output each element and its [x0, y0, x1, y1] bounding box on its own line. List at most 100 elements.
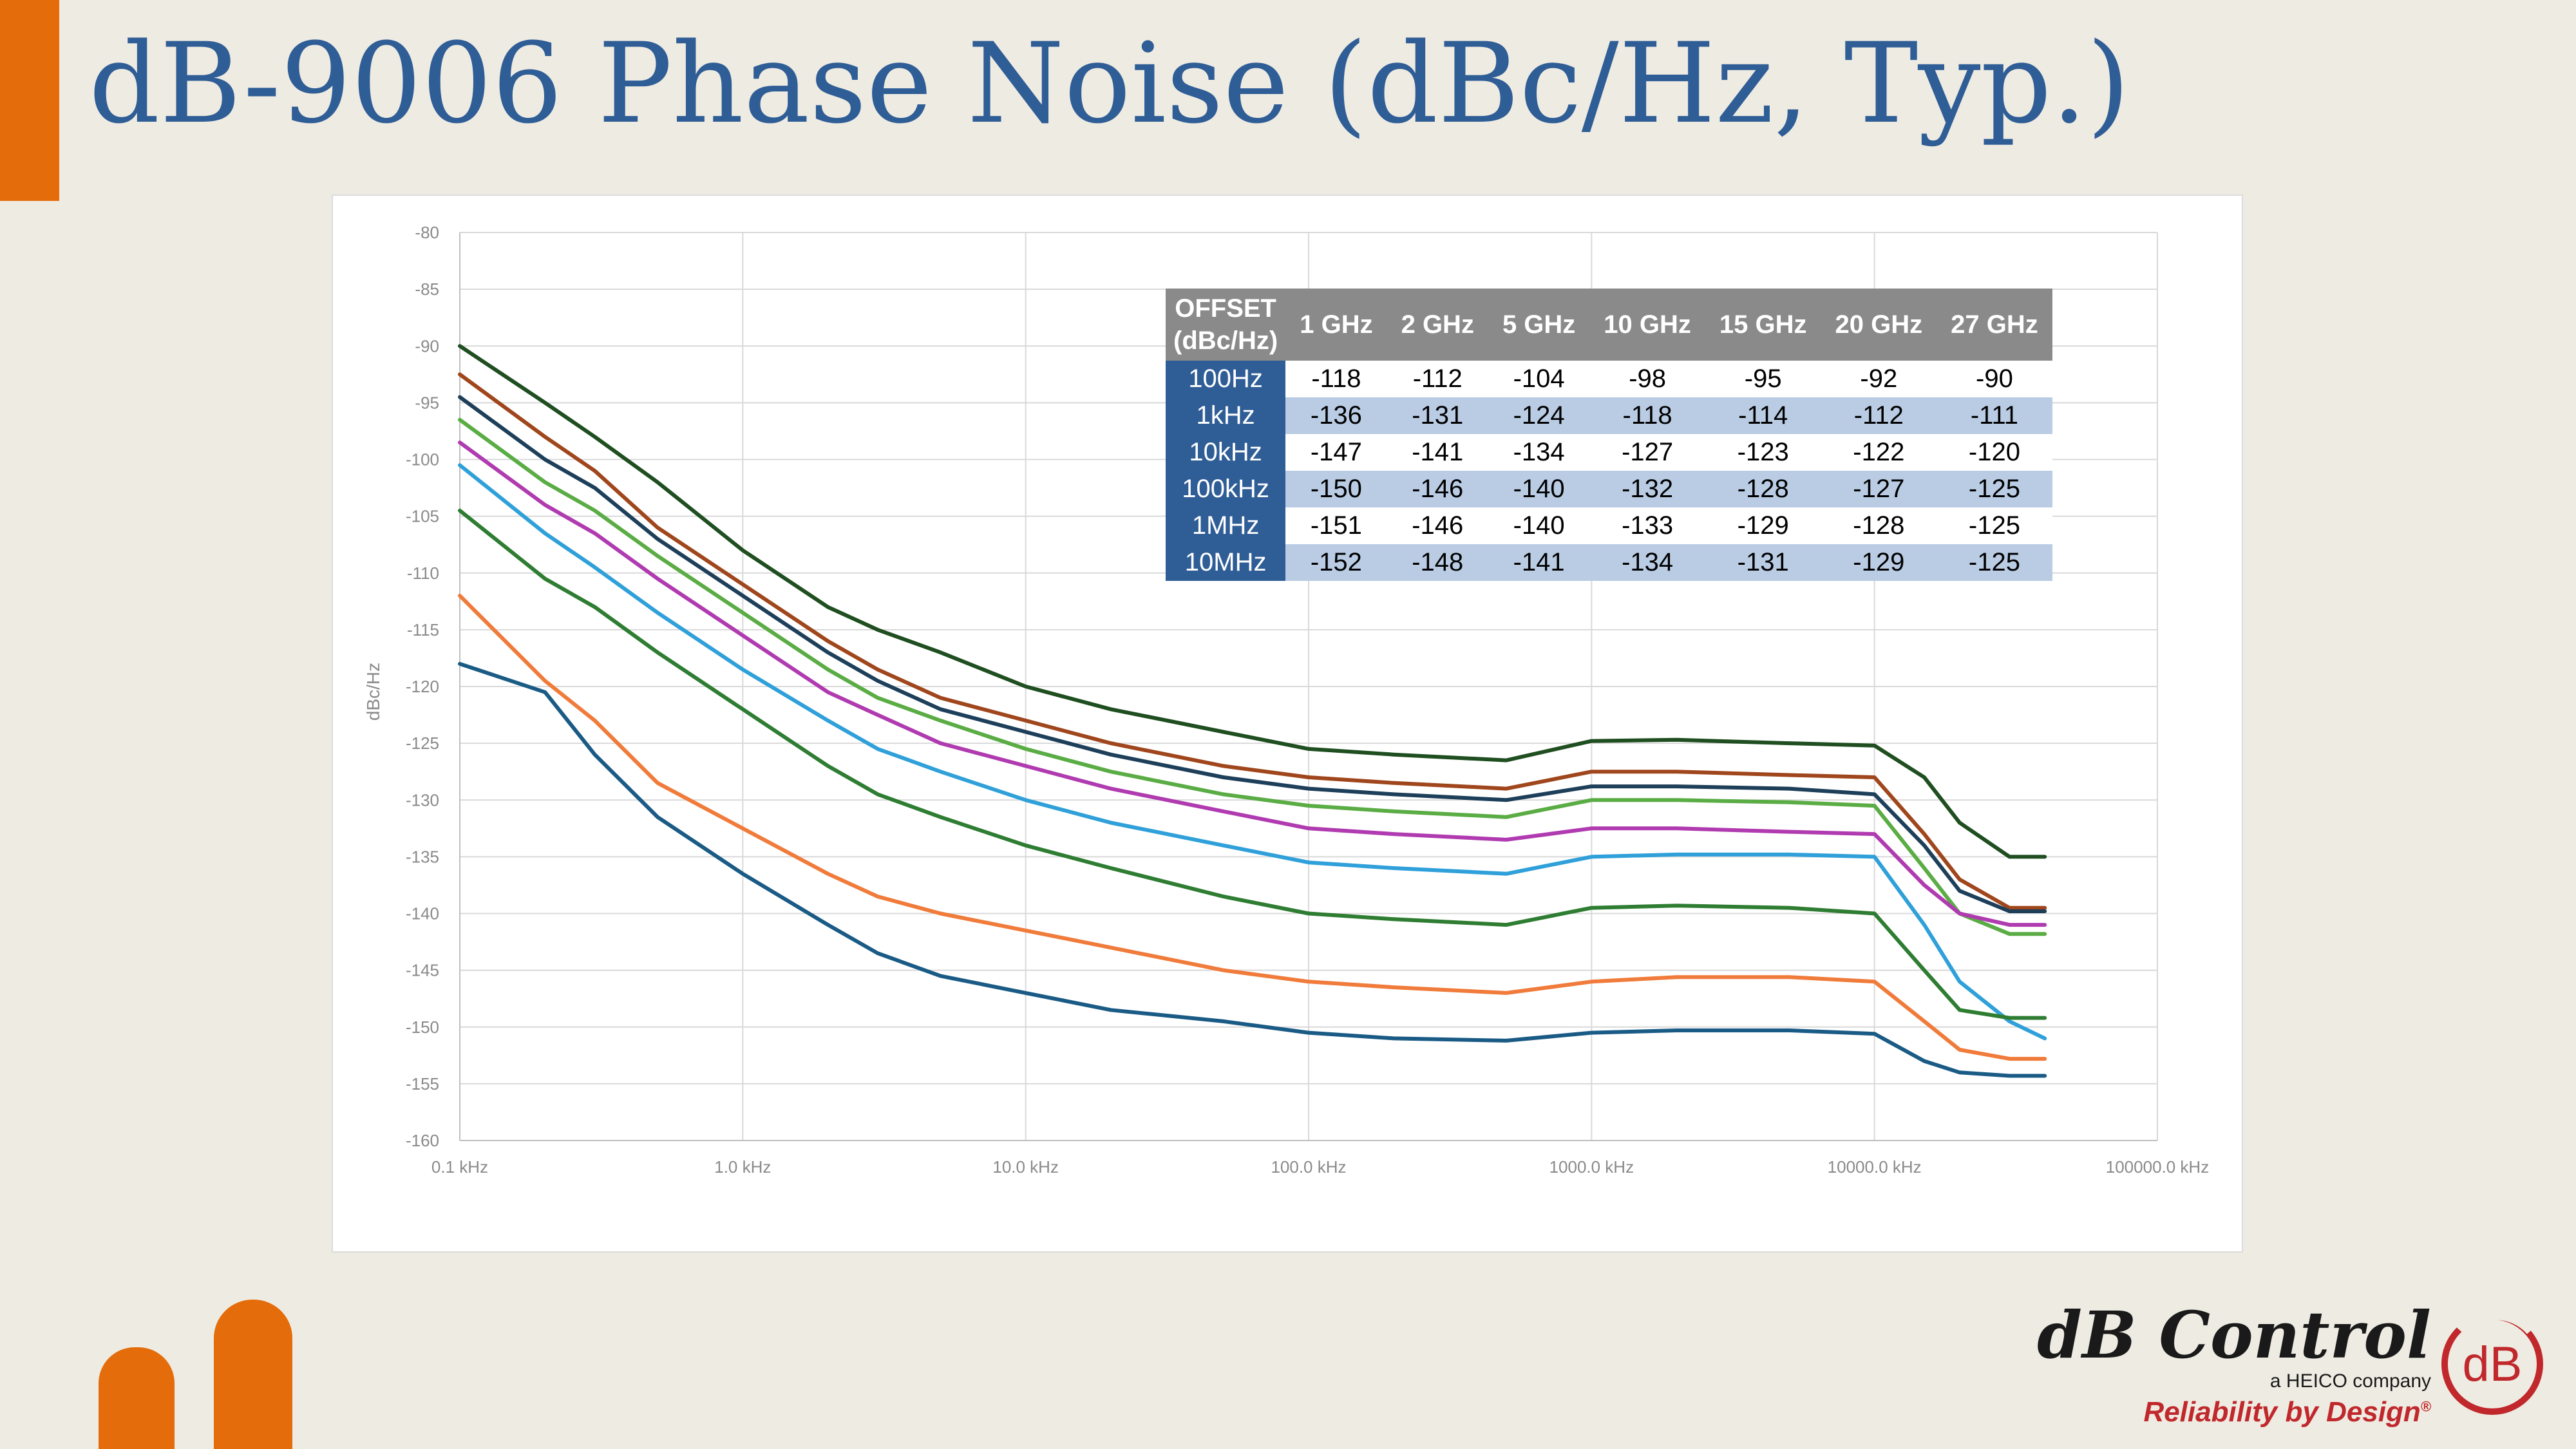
series-line — [458, 463, 2047, 1041]
table-cell: -112 — [1387, 361, 1488, 397]
decorative-shape — [99, 1347, 175, 1449]
table-cell: -125 — [1937, 471, 2052, 507]
table-cell: -123 — [1705, 434, 1821, 471]
company-logo: dB Control a HEICO company Reliability b… — [2037, 1300, 2563, 1441]
table-cell: -120 — [1937, 434, 2052, 471]
table-cell: -112 — [1821, 397, 1937, 434]
phase-noise-table: OFFSET (dBc/Hz) 1 GHz 2 GHz 5 GHz 10 GHz… — [1166, 289, 2052, 581]
table-cell-offset: 1kHz — [1166, 397, 1286, 434]
y-axis-title: dBc/Hz — [363, 663, 383, 721]
x-tick-label: 1.0 kHz — [714, 1157, 771, 1177]
series-line — [458, 395, 2047, 913]
y-tick-label: -160 — [406, 1131, 439, 1150]
logo-tagline: Reliability by Design® — [2143, 1396, 2431, 1428]
table-cell-offset: 10MHz — [1166, 544, 1286, 581]
table-header-col: 1 GHz — [1285, 289, 1387, 361]
table-cell: -141 — [1488, 544, 1590, 581]
table-cell-offset: 100Hz — [1166, 361, 1286, 397]
table-cell: -140 — [1488, 507, 1590, 544]
series-lines — [458, 344, 2047, 1078]
y-tick-label: -90 — [415, 336, 439, 355]
logo-tagline-text: Reliability by Design — [2143, 1396, 2421, 1428]
table-header-col: 20 GHz — [1821, 289, 1937, 361]
table-cell: -131 — [1705, 544, 1821, 581]
table-header-col: 27 GHz — [1937, 289, 2052, 361]
table-row: 1MHz -151 -146 -140 -133 -129 -128 -125 — [1166, 507, 2052, 544]
table-cell-offset: 10kHz — [1166, 434, 1286, 471]
table-cell: -125 — [1937, 544, 2052, 581]
slide-title: dB-9006 Phase Noise (dBc/Hz, Typ.) — [89, 19, 2130, 148]
table-header-offset: OFFSET (dBc/Hz) — [1166, 289, 1286, 361]
series-line — [458, 594, 2047, 1061]
y-tick-label: -145 — [406, 961, 439, 980]
table-header-offset-line1: OFFSET — [1175, 294, 1276, 323]
table-cell-offset: 1MHz — [1166, 507, 1286, 544]
table-cell: -111 — [1937, 397, 2052, 434]
y-tick-label: -150 — [406, 1018, 439, 1037]
table-row: 100Hz -118 -112 -104 -98 -95 -92 -90 — [1166, 361, 2052, 397]
series-line — [458, 372, 2047, 910]
table-cell: -125 — [1937, 507, 2052, 544]
table-cell: -95 — [1705, 361, 1821, 397]
x-tick-label: 10000.0 kHz — [1828, 1157, 1922, 1177]
y-tick-label: -120 — [406, 677, 439, 696]
x-tick-label: 10.0 kHz — [992, 1157, 1059, 1177]
table-cell: -146 — [1387, 471, 1488, 507]
series-line — [458, 661, 2047, 1078]
table-cell: -136 — [1285, 397, 1387, 434]
y-tick-label: -100 — [406, 450, 439, 469]
y-tick-labels: -80 -85 -90 -95 -100 -105 -110 -115 -120 -125 -130… — [406, 223, 439, 1150]
table-cell: -151 — [1285, 507, 1387, 544]
table-cell: -150 — [1285, 471, 1387, 507]
table-header-offset-line2: (dBc/Hz) — [1173, 327, 1278, 355]
table-cell: -104 — [1488, 361, 1590, 397]
y-tick-label: -115 — [407, 620, 439, 639]
table-cell: -118 — [1589, 397, 1705, 434]
table-cell: -132 — [1589, 471, 1705, 507]
series-line — [458, 508, 2047, 1020]
db-logo-icon: dB — [2441, 1309, 2543, 1415]
table-row: 10MHz -152 -148 -141 -134 -131 -129 -125 — [1166, 544, 2052, 581]
x-tick-label: 1000.0 kHz — [1549, 1157, 1634, 1177]
table-cell: -134 — [1488, 434, 1590, 471]
table-cell: -92 — [1821, 361, 1937, 397]
table-cell: -118 — [1285, 361, 1387, 397]
table-cell: -131 — [1387, 397, 1488, 434]
table-header-col: 10 GHz — [1589, 289, 1705, 361]
y-tick-label: -95 — [415, 393, 439, 412]
y-tick-label: -130 — [406, 790, 439, 810]
table-cell: -147 — [1285, 434, 1387, 471]
y-tick-label: -105 — [406, 507, 439, 526]
logo-mark-text: dB — [2463, 1337, 2523, 1392]
x-tick-label: 0.1 kHz — [431, 1157, 488, 1177]
table-cell: -114 — [1705, 397, 1821, 434]
table-cell: -128 — [1821, 507, 1937, 544]
y-tick-label: -125 — [406, 734, 439, 753]
y-tick-label: -140 — [406, 904, 439, 923]
decorative-shape — [214, 1300, 292, 1449]
table-cell: -124 — [1488, 397, 1590, 434]
table-cell: -129 — [1705, 507, 1821, 544]
table-cell: -140 — [1488, 471, 1590, 507]
series-line — [458, 440, 2047, 927]
table-cell: -90 — [1937, 361, 2052, 397]
table-cell: -146 — [1387, 507, 1488, 544]
table-row: 10kHz -147 -141 -134 -127 -123 -122 -120 — [1166, 434, 2052, 471]
table-cell: -127 — [1589, 434, 1705, 471]
table-cell-offset: 100kHz — [1166, 471, 1286, 507]
logo-name: dB Control — [2037, 1297, 2431, 1373]
table-cell: -141 — [1387, 434, 1488, 471]
x-tick-label: 100000.0 kHz — [2106, 1157, 2209, 1177]
table-cell: -122 — [1821, 434, 1937, 471]
table-row: 100kHz -150 -146 -140 -132 -128 -127 -12… — [1166, 471, 2052, 507]
table-cell: -98 — [1589, 361, 1705, 397]
table-cell: -134 — [1589, 544, 1705, 581]
y-tick-label: -110 — [407, 564, 439, 583]
x-tick-labels: 0.1 kHz 1.0 kHz 10.0 kHz 100.0 kHz 1000.0 kH… — [431, 1157, 2209, 1177]
table-cell: -148 — [1387, 544, 1488, 581]
table-header-col: 2 GHz — [1387, 289, 1488, 361]
x-tick-label: 100.0 kHz — [1271, 1157, 1346, 1177]
y-tick-label: -135 — [406, 847, 439, 866]
table-cell: -127 — [1821, 471, 1937, 507]
y-tick-label: -80 — [415, 223, 439, 242]
